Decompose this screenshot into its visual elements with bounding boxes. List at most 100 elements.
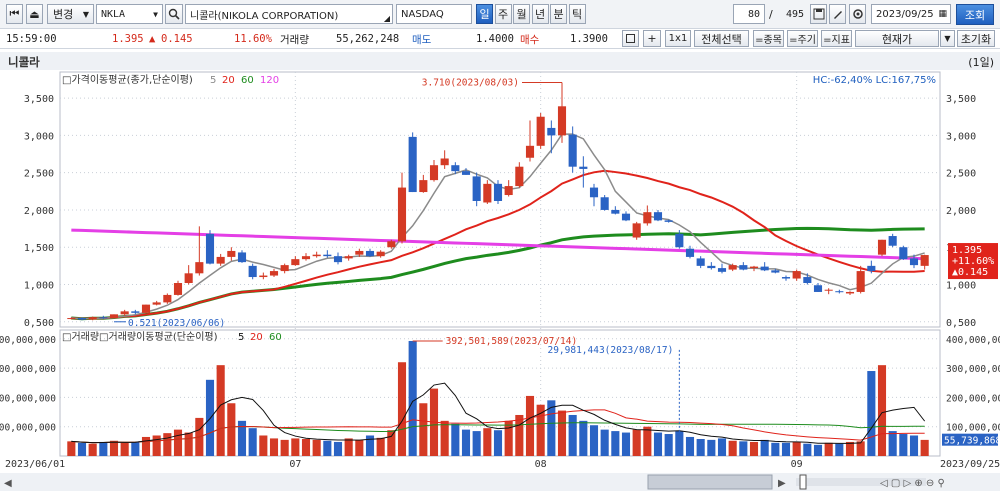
date-input[interactable]: 2023/09/25 ▦	[871, 4, 951, 24]
annotation-low: 0.521(2023/06/06)	[128, 318, 225, 329]
change-dropdown[interactable]: 변경 ▼	[47, 4, 94, 24]
first-button[interactable]: ⏮	[6, 4, 23, 24]
candle-body	[248, 265, 257, 278]
ask-price: 1.4000	[476, 33, 514, 45]
query-button[interactable]: 조회	[956, 4, 994, 25]
crosshair-toggle[interactable]	[622, 30, 639, 47]
volume-bar	[216, 365, 225, 456]
candle-body	[803, 277, 812, 284]
price-tick-left: 0,500	[24, 318, 54, 329]
candle-body	[227, 250, 236, 257]
candle-body	[472, 176, 481, 201]
volume-bar	[547, 400, 556, 456]
volume-bar	[717, 438, 727, 456]
search-button[interactable]	[165, 4, 183, 24]
candle-body	[557, 106, 567, 136]
candle-body	[909, 258, 919, 266]
volume-tick-right: 100,000,000	[946, 423, 1000, 434]
ratio-button[interactable]: 1x1	[665, 30, 691, 47]
volume-bar	[877, 365, 887, 456]
volume-bar	[376, 437, 385, 456]
price-tick-right: 2,000	[946, 206, 976, 217]
chart-area[interactable]: 3,500 3,500 3,000 3,000 2,500 2,500 2,000 2,000…	[0, 70, 1000, 497]
x-axis-label: 08	[535, 459, 547, 470]
volume-tick-left: 100,000,000	[0, 423, 56, 434]
candle-body	[867, 265, 876, 272]
volume-bar	[248, 428, 257, 456]
period-button[interactable]: =주기	[787, 30, 818, 47]
quote-percent: 11.60%	[234, 33, 272, 45]
company-name-field[interactable]: 니콜라(NIKOLA CORPORATION) ◢	[185, 4, 393, 24]
item-button[interactable]: =종목	[753, 30, 784, 47]
reset-button[interactable]: 초기화	[957, 30, 995, 47]
save-icon	[813, 8, 824, 20]
volume-bar	[899, 434, 908, 456]
candle-body	[515, 166, 524, 187]
pen-button[interactable]	[829, 4, 846, 24]
volume-bar	[515, 414, 524, 456]
volume-bar	[803, 443, 812, 456]
resize-grip-icon: ◢	[383, 14, 390, 23]
candle-body	[504, 186, 513, 196]
select-all-button[interactable]: 전체선택	[694, 30, 749, 47]
volume-bar	[131, 441, 140, 456]
last-price-label-0: 1.395	[952, 245, 982, 256]
candle-body	[120, 311, 129, 315]
indicator-button[interactable]: =지표	[821, 30, 852, 47]
tab-period-weekly[interactable]: 주	[494, 4, 512, 24]
candle-body	[771, 270, 780, 273]
symbol-input[interactable]: NKLA ▼	[96, 4, 163, 24]
tab-period-tick[interactable]: 틱	[568, 4, 586, 24]
volume-bar	[888, 431, 897, 456]
quote-volume: 55,262,248	[336, 33, 400, 45]
settings-button[interactable]	[849, 4, 866, 24]
save-button[interactable]	[810, 4, 827, 24]
volume-annotation-high: 392,501,589(2023/07/14)	[446, 336, 578, 347]
chevron-down-icon: ▼	[82, 9, 89, 19]
quote-time: 15:59:00	[6, 33, 57, 45]
chevron-down-icon[interactable]: ▼	[940, 30, 955, 47]
scroll-right-icon: ▶	[778, 478, 786, 489]
volume-bar	[728, 440, 737, 456]
price-type-dropdown[interactable]: 현재가	[855, 30, 939, 47]
volume-bar	[237, 420, 247, 456]
volume-bar	[739, 441, 748, 456]
volume-bar	[109, 440, 119, 456]
volume-bar	[504, 420, 513, 456]
volume-last-label: 55,739,868	[944, 436, 1000, 447]
eject-button[interactable]: ⏏	[26, 4, 43, 24]
volume-bar	[280, 439, 289, 456]
bid-price: 1.3900	[570, 33, 608, 45]
candle-body	[643, 212, 652, 224]
ma-legend-title: □가격이동평균(종가,단순이평)	[62, 73, 193, 86]
volume-bar	[120, 442, 129, 456]
candle-body	[856, 271, 865, 292]
volume-bar	[696, 439, 705, 456]
x-axis-label: 2023/06/01	[5, 459, 65, 470]
zoom-in-button[interactable]: +	[643, 30, 661, 47]
price-tick-left: 1,500	[24, 243, 54, 254]
volume-bar	[269, 438, 279, 456]
candle-body	[291, 259, 300, 266]
tab-period-monthly[interactable]: 월	[513, 4, 530, 24]
count-input[interactable]: 80	[733, 4, 765, 24]
candle-body	[184, 273, 193, 284]
tab-period-yearly[interactable]: 년	[531, 4, 549, 24]
last-price-label-1: +11.60%	[952, 256, 994, 267]
panel-title: 니콜라	[8, 55, 40, 69]
volume-ma5-line	[71, 382, 926, 444]
tab-period-minute[interactable]: 분	[550, 4, 567, 24]
candle-body	[451, 165, 460, 172]
volume-ma20-line	[71, 409, 925, 444]
volume-bar	[568, 414, 577, 456]
candle-body	[163, 294, 172, 303]
volume-bar	[227, 403, 236, 456]
volume-bar	[408, 340, 417, 456]
volume-bar	[440, 420, 449, 456]
ma-legend-20: 20	[222, 75, 235, 86]
annotation-high: 3.710(2023/08/03)	[422, 77, 519, 88]
volume-bar	[525, 395, 535, 456]
tab-period-daily[interactable]: 일	[476, 4, 493, 24]
volume-bar	[589, 425, 599, 456]
price-tick-right: 0,500	[946, 318, 976, 329]
